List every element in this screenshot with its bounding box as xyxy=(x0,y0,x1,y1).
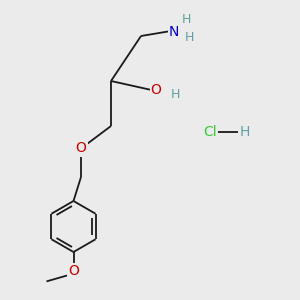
Text: N: N xyxy=(169,25,179,38)
Text: O: O xyxy=(151,83,161,97)
Text: Cl: Cl xyxy=(203,125,217,139)
Text: H: H xyxy=(184,31,194,44)
Text: O: O xyxy=(76,142,86,155)
Text: H: H xyxy=(171,88,180,101)
Text: H: H xyxy=(181,13,191,26)
Text: H: H xyxy=(239,125,250,139)
Text: O: O xyxy=(68,264,79,278)
